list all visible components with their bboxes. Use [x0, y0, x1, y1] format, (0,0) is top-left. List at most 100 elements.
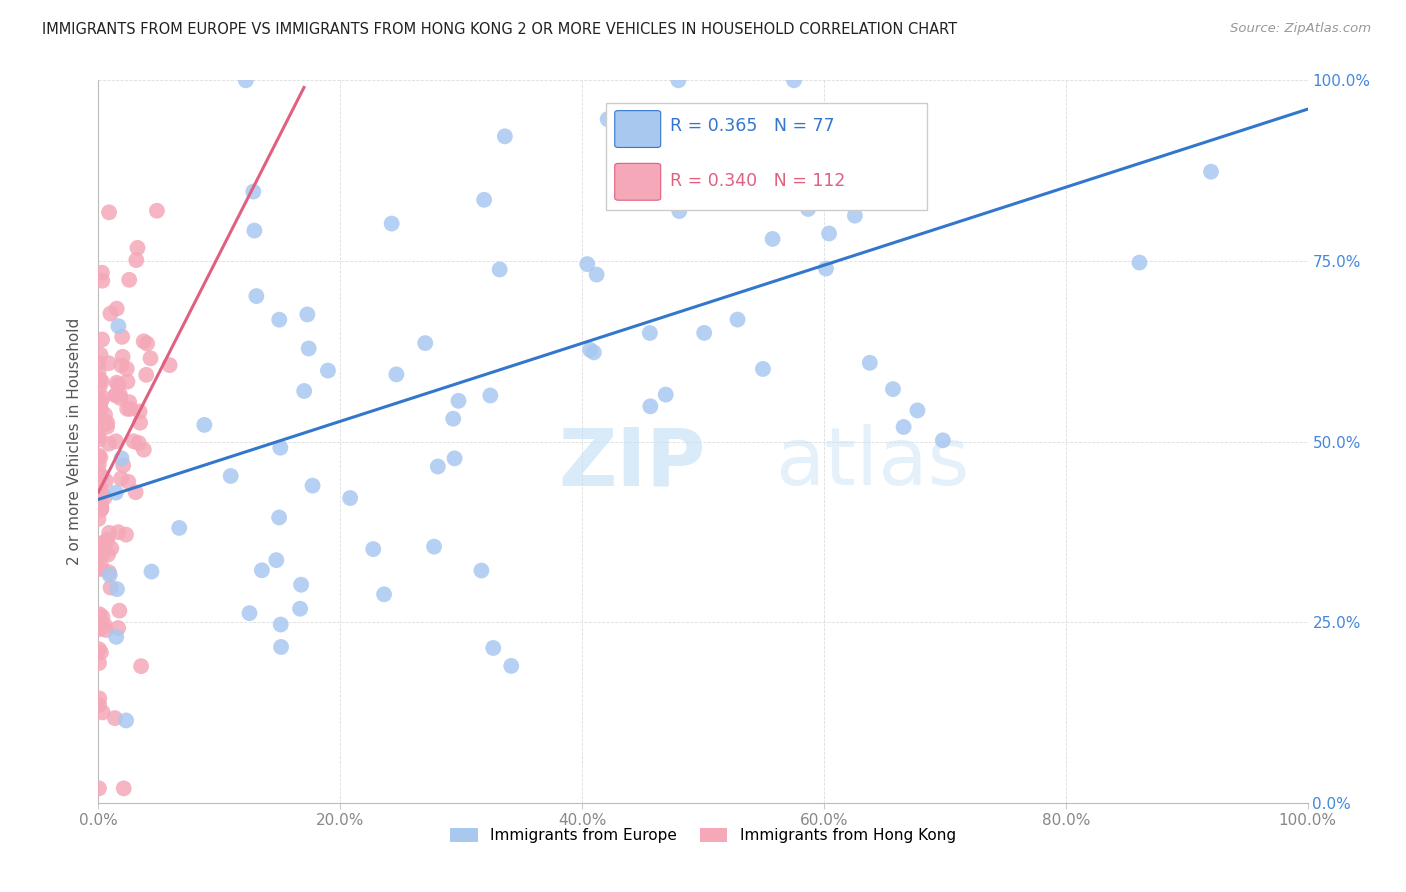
- Point: [89, 373, 111, 387]
- Point: [94, 408, 117, 422]
- Point: [115, 527, 138, 541]
- Point: [93, 618, 115, 632]
- Point: [139, 351, 162, 366]
- Point: [128, 436, 150, 450]
- Point: [98, 205, 121, 219]
- Point: [488, 262, 510, 277]
- Point: [90, 559, 112, 574]
- Point: [132, 334, 155, 349]
- Point: [89, 549, 111, 563]
- Point: [104, 434, 127, 449]
- Point: [96, 533, 118, 548]
- Point: [112, 458, 135, 473]
- FancyBboxPatch shape: [606, 103, 927, 211]
- Point: [91, 391, 114, 405]
- Point: [89, 380, 111, 394]
- Point: [381, 217, 404, 231]
- Point: [91, 266, 114, 280]
- Point: [115, 361, 138, 376]
- Text: Source: ZipAtlas.com: Source: ZipAtlas.com: [1230, 22, 1371, 36]
- Point: [87, 781, 110, 796]
- Point: [270, 640, 292, 654]
- Point: [89, 410, 111, 425]
- Point: [167, 521, 190, 535]
- Point: [104, 388, 127, 402]
- Point: [90, 394, 112, 409]
- Point: [90, 402, 112, 417]
- Point: [87, 467, 110, 481]
- Point: [668, 73, 690, 87]
- Point: [89, 481, 111, 495]
- Point: [752, 362, 775, 376]
- Point: [118, 401, 141, 416]
- Point: [97, 566, 120, 580]
- Y-axis label: 2 or more Vehicles in Household: 2 or more Vehicles in Household: [67, 318, 83, 566]
- Point: [110, 471, 132, 485]
- FancyBboxPatch shape: [614, 111, 661, 147]
- Point: [105, 630, 128, 644]
- Point: [89, 433, 111, 447]
- Point: [107, 621, 129, 635]
- Point: [96, 416, 118, 430]
- Point: [91, 333, 114, 347]
- Point: [193, 417, 215, 432]
- Point: [470, 564, 492, 578]
- Point: [100, 581, 122, 595]
- Point: [117, 475, 139, 489]
- Point: [122, 434, 145, 449]
- Text: R = 0.365   N = 77: R = 0.365 N = 77: [671, 117, 835, 135]
- Point: [87, 365, 110, 379]
- Point: [640, 400, 662, 414]
- Point: [90, 548, 112, 562]
- Point: [141, 565, 163, 579]
- Point: [90, 375, 112, 389]
- Point: [90, 501, 112, 516]
- Point: [413, 336, 436, 351]
- Point: [501, 659, 523, 673]
- Point: [818, 227, 841, 241]
- Point: [104, 485, 127, 500]
- Point: [479, 388, 502, 402]
- Point: [288, 601, 311, 615]
- Point: [219, 469, 242, 483]
- Point: [118, 395, 141, 409]
- Point: [668, 204, 690, 219]
- Point: [100, 541, 122, 556]
- Point: [94, 623, 117, 637]
- Point: [91, 274, 114, 288]
- Point: [125, 253, 148, 268]
- Point: [783, 73, 806, 87]
- Point: [290, 577, 312, 591]
- Text: IMMIGRANTS FROM EUROPE VS IMMIGRANTS FROM HONG KONG 2 OR MORE VEHICLES IN HOUSEH: IMMIGRANTS FROM EUROPE VS IMMIGRANTS FRO…: [42, 22, 957, 37]
- Point: [814, 261, 837, 276]
- Point: [110, 451, 132, 466]
- Point: [242, 185, 264, 199]
- Point: [87, 656, 110, 670]
- Point: [373, 587, 395, 601]
- Point: [316, 363, 339, 377]
- Point: [127, 241, 149, 255]
- Point: [98, 525, 121, 540]
- Point: [111, 330, 134, 344]
- Point: [111, 350, 134, 364]
- Point: [858, 145, 880, 159]
- Point: [447, 393, 470, 408]
- Point: [108, 387, 131, 401]
- Point: [582, 345, 605, 359]
- Point: [243, 224, 266, 238]
- Point: [426, 459, 449, 474]
- Point: [105, 582, 128, 596]
- Point: [105, 301, 128, 316]
- Point: [90, 646, 112, 660]
- Point: [87, 429, 110, 443]
- Point: [112, 781, 135, 796]
- Point: [128, 404, 150, 418]
- Point: [87, 538, 110, 552]
- Point: [576, 257, 599, 271]
- Point: [596, 112, 619, 127]
- Point: [87, 403, 110, 417]
- Point: [579, 343, 602, 357]
- Point: [1199, 164, 1222, 178]
- Point: [727, 312, 749, 326]
- Point: [693, 326, 716, 340]
